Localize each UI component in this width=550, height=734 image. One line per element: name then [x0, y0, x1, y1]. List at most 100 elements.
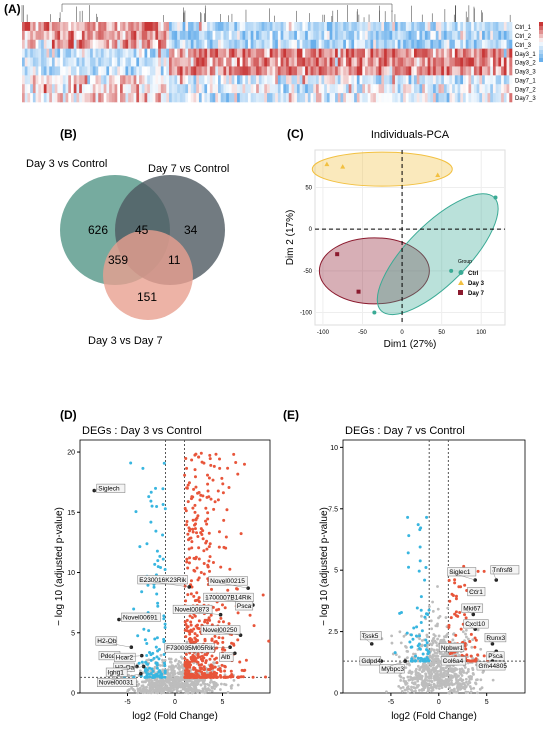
volcano-point-up	[185, 675, 189, 679]
pca-y-tick: -50	[303, 269, 312, 275]
volcano-gene-label: Ccr1	[469, 589, 483, 596]
volcano-point-ns	[458, 669, 462, 673]
volcano-y-tick: 0	[334, 691, 338, 698]
volcano-point-up	[203, 618, 207, 622]
panel-a-label: (A)	[4, 2, 21, 16]
volcano-point-down	[145, 662, 149, 666]
volcano-point-up	[234, 460, 238, 464]
volcano-point-down	[136, 634, 140, 638]
volcano-point-ns	[436, 585, 439, 588]
volcano-point-up	[264, 675, 268, 679]
volcano-point-ns	[140, 684, 144, 688]
volcano-point-ns	[429, 619, 433, 623]
volcano-point-up	[197, 557, 201, 561]
volcano-point-up	[198, 498, 202, 502]
volcano-point-up	[220, 603, 224, 607]
volcano-point-ns	[406, 650, 410, 653]
volcano-point-down	[148, 666, 152, 670]
volcano-point-up	[208, 618, 212, 622]
volcano-point-up	[447, 578, 451, 582]
volcano-point-ns	[458, 687, 461, 691]
volcano-point-up	[195, 566, 199, 570]
volcano-point-ns	[230, 686, 233, 690]
volcano-point-up	[187, 547, 191, 551]
volcano-point-up	[193, 510, 197, 514]
volcano-point-up	[220, 476, 224, 480]
volcano-point-ns	[203, 691, 207, 694]
pca-x-tick: -100	[317, 330, 330, 336]
volcano-point-ns	[406, 656, 409, 660]
volcano-point-down	[153, 562, 157, 566]
volcano-point-up	[183, 506, 187, 510]
volcano-point-up	[192, 594, 196, 598]
volcano-point-down	[416, 644, 420, 648]
pca-legend-label: Day 7	[468, 291, 485, 297]
volcano-point-ns	[404, 666, 408, 670]
volcano-plot-day7: DEGs : Day 7 vs Control -5 0 5 0 2.5 5 7.5 10 log…	[319, 425, 526, 722]
volcano-point-ns	[432, 661, 436, 665]
volcano-point-ns	[451, 675, 454, 678]
volcano-point-ns	[398, 674, 402, 678]
volcano-gene-label-box	[490, 565, 520, 575]
volcano-point-up	[193, 523, 197, 527]
volcano-point-ns	[412, 686, 416, 689]
volcano-point-ns	[155, 679, 159, 683]
volcano-point-up	[188, 556, 192, 560]
volcano-point-up	[199, 571, 203, 575]
volcano-point-up	[194, 675, 198, 679]
volcano-point-ns	[444, 616, 448, 619]
pca-ellipse-day7	[318, 237, 430, 305]
volcano-point-up	[189, 592, 193, 596]
volcano-point-ns	[433, 683, 436, 687]
volcano-point-ns	[429, 672, 433, 676]
volcano-y-axis-label: − log 10 (adjusted p-value)	[54, 507, 65, 626]
venn-count-a-only: 626	[88, 223, 108, 237]
volcano-point-ns	[436, 607, 440, 611]
volcano-point-up	[197, 596, 201, 600]
volcano-point-up	[213, 657, 217, 661]
volcano-point-up	[195, 531, 199, 535]
volcano-label-leader	[478, 660, 493, 667]
volcano-y-tick: 10	[67, 570, 75, 577]
volcano-point-up	[203, 672, 207, 676]
volcano-point-up	[470, 659, 474, 663]
volcano-point-ns	[196, 690, 200, 694]
panel-b: (B) Day 3 vs Control Day 7 vs Control Da…	[0, 115, 275, 375]
volcano-point-down	[155, 666, 159, 670]
volcano-point-up	[207, 559, 211, 563]
volcano-point-down	[425, 656, 429, 660]
volcano-point-up	[213, 634, 217, 638]
volcano-point-ns	[169, 666, 173, 669]
volcano-point-up	[226, 466, 230, 470]
volcano-point-ns	[165, 687, 169, 691]
volcano-point-down	[147, 672, 151, 676]
volcano-point-up	[217, 545, 221, 549]
volcano-gene-label-box	[484, 633, 507, 643]
volcano-point-up	[206, 565, 210, 569]
volcano-point-up	[204, 541, 208, 545]
volcano-point-ns	[479, 678, 483, 682]
volcano-gene-label: Ighg1	[108, 669, 125, 676]
volcano-point-up	[463, 644, 467, 648]
volcano-point-up	[236, 638, 240, 642]
volcano-point-up	[189, 620, 193, 624]
volcano-point-up	[199, 666, 203, 670]
volcano-point-ns	[209, 678, 213, 682]
volcano-point-down	[423, 578, 427, 582]
pca-point-day3	[435, 172, 441, 177]
volcano-point-up	[454, 594, 458, 598]
volcano-point-up	[192, 627, 196, 631]
volcano-point-up	[482, 569, 486, 573]
volcano-labeled-point	[471, 612, 476, 617]
volcano-point-ns	[437, 660, 441, 664]
volcano-point-up	[184, 652, 188, 656]
pca-point-day3	[324, 161, 330, 167]
volcano-point-ns	[201, 690, 205, 694]
volcano-point-up	[215, 608, 219, 612]
pca-legend-marker	[458, 280, 464, 285]
volcano-point-up	[206, 511, 210, 515]
volcano-point-ns	[165, 678, 168, 682]
volcano-labeled-point	[246, 586, 250, 590]
volcano-point-up	[206, 473, 210, 477]
volcano-gene-label-box	[219, 652, 234, 662]
